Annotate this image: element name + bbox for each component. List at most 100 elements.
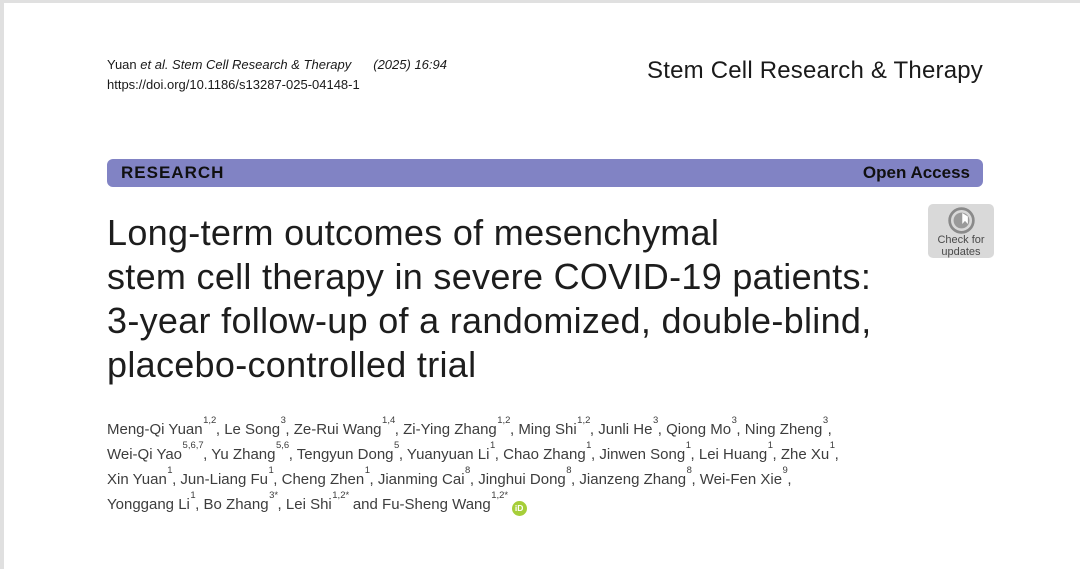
author-separator: ,: [273, 471, 282, 488]
author-affiliation-sup: 1: [767, 440, 774, 451]
author-name: Le Song: [224, 421, 281, 438]
author-affiliation-sup: 3*: [269, 490, 279, 501]
author-separator: ,: [571, 471, 580, 488]
author-affiliation-sup: 3: [652, 415, 659, 426]
author-line: Xin Yuan1, Jun-Liang Fu1, Cheng Zhen1, J…: [107, 465, 983, 492]
author-name: Yuanyuan Li: [406, 446, 490, 463]
author-affiliation-sup: 1,2: [203, 415, 217, 426]
masthead: Yuan et al. Stem Cell Research & Therapy…: [107, 55, 983, 95]
author-separator: ,: [657, 421, 667, 438]
citation-block: Yuan et al. Stem Cell Research & Therapy…: [107, 55, 447, 95]
author-line: Yonggang Li1, Bo Zhang3*, Lei Shi1,2* an…: [107, 490, 983, 517]
author-affiliation-sup: 5,6: [275, 440, 290, 451]
author-affiliation-sup: 8: [465, 465, 471, 476]
author-affiliation-sup: 1: [190, 490, 196, 501]
citation-line: Yuan et al. Stem Cell Research & Therapy…: [107, 55, 447, 75]
author-name: Lei Huang: [698, 446, 768, 463]
author-name: Ze-Rui Wang: [293, 421, 382, 438]
check-badge-label: Check for updates: [937, 234, 985, 258]
author-affiliation-sup: 3: [731, 415, 737, 426]
doi-link[interactable]: https://doi.org/10.1186/s13287-025-04148…: [107, 77, 360, 92]
author-name: Yonggang Li: [107, 496, 190, 513]
author-name: Zi-Ying Zhang: [403, 421, 497, 438]
author-affiliation-sup: 8: [566, 465, 572, 476]
title-line: Long-term outcomes of mesenchymal: [107, 212, 720, 253]
title-line: 3-year follow-up of a randomized, double…: [107, 300, 872, 341]
author-name: Jinghui Dong: [478, 471, 566, 488]
title-line: stem cell therapy in severe COVID-19 pat…: [107, 256, 872, 297]
author-name: Jinwen Song: [599, 446, 686, 463]
author-name: Chao Zhang: [503, 446, 586, 463]
author-name: Meng-Qi Yuan: [107, 421, 203, 438]
author-affiliation-sup: 9: [782, 465, 788, 476]
author-separator: ,: [398, 446, 407, 463]
author-separator: ,: [690, 446, 699, 463]
author-separator: ,: [215, 421, 225, 438]
author-name: Jun-Liang Fu: [180, 471, 268, 488]
author-separator: ,: [494, 446, 504, 463]
author-separator: ,: [469, 471, 479, 488]
author-name: Zhe Xu: [780, 446, 830, 463]
author-separator: ,: [834, 446, 839, 463]
author-affiliation-sup: 1,2*: [332, 490, 350, 501]
author-affiliation-sup: 1: [268, 465, 274, 476]
orcid-icon[interactable]: iD: [511, 501, 527, 516]
article-title: Long-term outcomes of mesenchymal stem c…: [107, 211, 983, 387]
author-name: Cheng Zhen: [281, 471, 365, 488]
research-banner: RESEARCH Open Access: [107, 159, 983, 187]
author-affiliation-sup: 1,2: [577, 415, 591, 426]
author-separator: ,: [203, 446, 212, 463]
author-affiliation-sup: 5: [394, 440, 400, 451]
author-list: Meng-Qi Yuan1,2, Le Song3, Ze-Rui Wang1,…: [107, 415, 983, 517]
author-name: Jianzeng Zhang: [579, 471, 687, 488]
author-affiliation-sup: 1,4: [382, 415, 396, 426]
research-label: RESEARCH: [121, 163, 225, 182]
author-separator: ,: [195, 496, 204, 513]
author-separator: ,: [590, 446, 600, 463]
author-name: Qiong Mo: [666, 421, 732, 438]
author-separator: ,: [691, 471, 700, 488]
author-name: Xin Yuan: [107, 471, 167, 488]
author-affiliation-sup: 1,2*: [491, 490, 509, 501]
author-separator: ,: [277, 496, 286, 513]
author-separator: ,: [172, 471, 181, 488]
author-affiliation-sup: 3: [822, 415, 829, 426]
author-affiliation-sup: 1: [685, 440, 692, 451]
author-name: Jianming Cai: [377, 471, 465, 488]
author-name: Fu-Sheng Wang: [382, 496, 491, 513]
author-name: Ming Shi: [518, 421, 577, 438]
author-line: Meng-Qi Yuan1,2, Le Song3, Ze-Rui Wang1,…: [107, 415, 983, 442]
author-affiliation-sup: 1: [829, 440, 836, 451]
author-affiliation-sup: 5,6,7: [182, 440, 204, 451]
author-separator: ,: [288, 446, 297, 463]
author-separator: ,: [787, 471, 792, 488]
author-affiliation-sup: 1: [167, 465, 173, 476]
author-affiliation-sup: 1: [586, 440, 592, 451]
check-for-updates-badge[interactable]: Check for updates: [928, 204, 994, 258]
author-separator: ,: [394, 421, 404, 438]
author-affiliation-sup: 1,2: [497, 415, 511, 426]
author-separator: ,: [369, 471, 378, 488]
author-affiliation-sup: 1: [489, 440, 496, 451]
author-separator: ,: [736, 421, 745, 438]
author-separator: ,: [827, 421, 832, 438]
citation-journal: et al. Stem Cell Research & Therapy: [140, 57, 352, 72]
crossmark-icon: [947, 207, 975, 234]
author-name: Lei Shi: [285, 496, 332, 513]
author-separator: ,: [589, 421, 599, 438]
author-line: Wei-Qi Yao5,6,7, Yu Zhang5,6, Tengyun Do…: [107, 440, 983, 467]
author-affiliation-sup: 1: [364, 465, 370, 476]
author-separator: ,: [509, 421, 519, 438]
author-name: Wei-Qi Yao: [107, 446, 183, 463]
citation-volume: (2025) 16:94: [373, 57, 447, 72]
paper-page: Yuan et al. Stem Cell Research & Therapy…: [4, 3, 1080, 569]
citation-author: Yuan: [107, 57, 141, 72]
author-name: Tengyun Dong: [296, 446, 394, 463]
author-name: Ning Zheng: [744, 421, 823, 438]
author-separator: and: [348, 496, 383, 513]
author-separator: ,: [772, 446, 781, 463]
journal-name: Stem Cell Research & Therapy: [647, 57, 983, 84]
open-access-label: Open Access: [862, 163, 970, 182]
author-separator: ,: [285, 421, 294, 438]
author-name: Junli He: [598, 421, 653, 438]
